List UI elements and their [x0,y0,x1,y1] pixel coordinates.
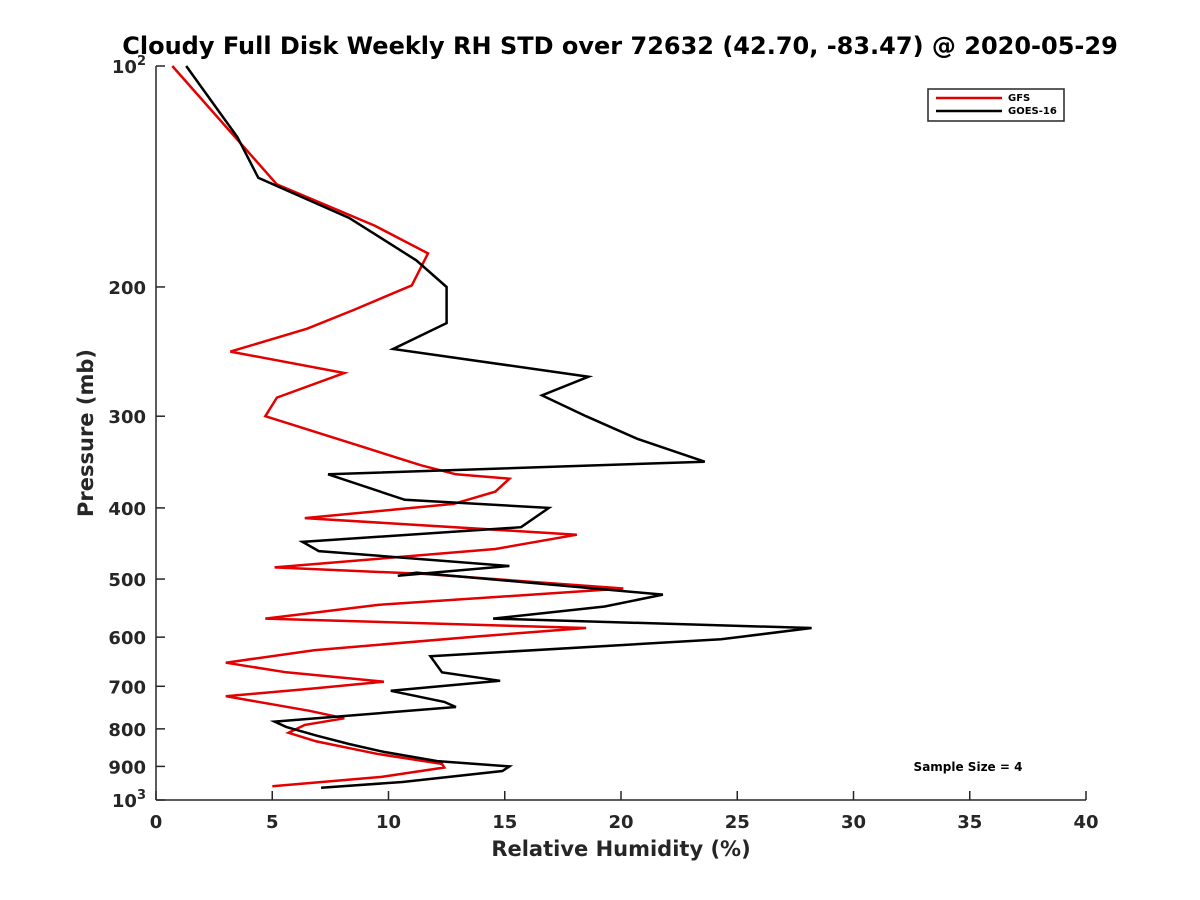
plot-area: 0 5 10 15 20 25 30 35 40 102 200 300 400 500 600 700 80… [108,54,1098,833]
x-tick-label: 30 [841,812,866,833]
series-line-goes-16 [185,65,812,789]
y-tick-label: 200 [108,278,146,299]
y-tick-label: 900 [108,757,146,778]
x-tick-label: 10 [376,812,401,833]
x-ticks: 0 5 10 15 20 25 30 35 40 [150,791,1099,833]
x-tick-label: 25 [725,812,750,833]
legend-box [927,88,1065,122]
y-tick-label: 800 [108,720,146,741]
y-tick-label: 102 [112,54,146,78]
y-axis-label: Pressure (mb) [74,349,98,517]
x-tick-label: 40 [1073,812,1098,833]
chart-title: Cloudy Full Disk Weekly RH STD over 7263… [122,32,1118,60]
y-tick-label: 103 [112,788,146,812]
y-tick-label: 300 [108,407,146,428]
y-tick-label: 600 [108,628,146,649]
y-tick-label: 400 [108,499,146,520]
series-layer [171,65,812,789]
legend: GFS GOES-16 [927,88,1065,122]
x-tick-label: 5 [266,812,279,833]
series-line-gfs [171,65,624,788]
x-axis-label: Relative Humidity (%) [491,837,750,861]
y-tick-label: 700 [108,677,146,698]
x-tick-label: 20 [608,812,633,833]
y-ticks: 102 200 300 400 500 600 700 800 900 103 [108,54,165,812]
x-tick-label: 35 [957,812,982,833]
y-tick-label: 500 [108,570,146,591]
x-tick-label: 0 [150,812,163,833]
x-tick-label: 15 [492,812,517,833]
legend-label-gfs: GFS [1008,93,1030,104]
legend-label-goes16: GOES-16 [1008,106,1057,117]
sample-size-annotation: Sample Size = 4 [914,760,1023,774]
